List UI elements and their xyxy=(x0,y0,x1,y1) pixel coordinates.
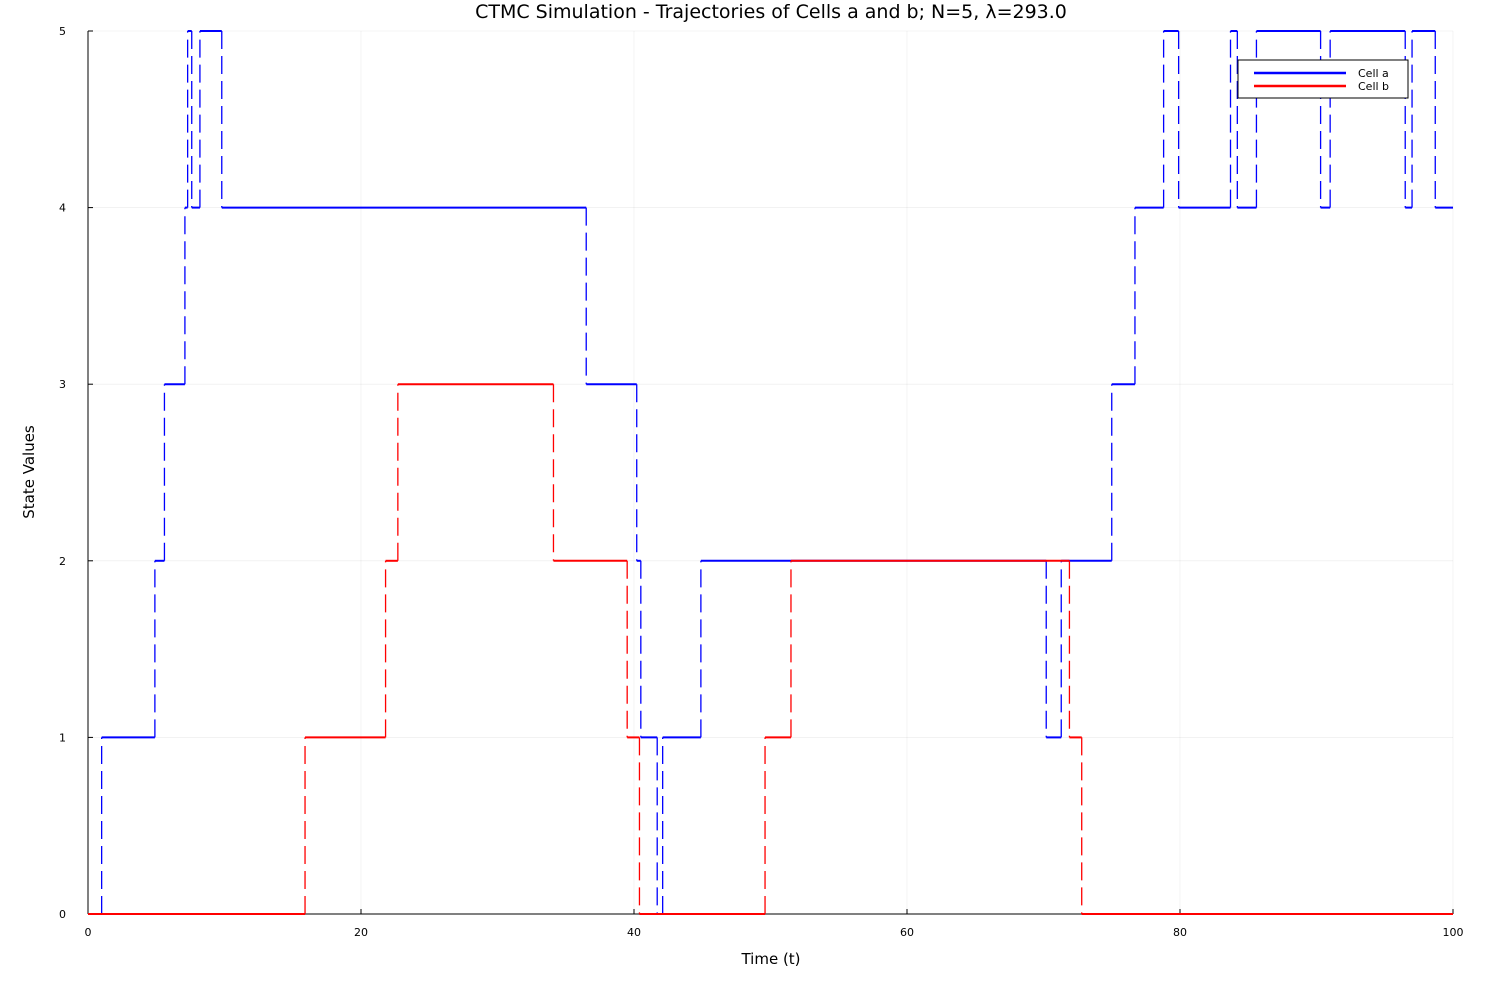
y-tick-label: 4 xyxy=(59,202,66,215)
x-tick-label: 80 xyxy=(1173,926,1187,939)
y-axis-label: State Values xyxy=(20,425,38,519)
x-tick-label: 100 xyxy=(1443,926,1464,939)
legend: Cell a Cell b xyxy=(1237,59,1409,99)
ticks: 0 20 40 60 80 100 0 1 2 3 4 5 xyxy=(59,25,1464,939)
series-cell-b xyxy=(88,383,1453,915)
y-tick-label: 0 xyxy=(59,908,66,921)
series xyxy=(88,30,1453,915)
y-tick-label: 5 xyxy=(59,25,66,38)
y-tick-label: 3 xyxy=(59,378,66,391)
x-axis-label: Time (t) xyxy=(740,950,800,968)
y-tick-label: 2 xyxy=(59,555,66,568)
legend-label-cell-b: Cell b xyxy=(1358,80,1389,93)
x-tick-label: 0 xyxy=(85,926,92,939)
legend-box xyxy=(1237,59,1409,99)
x-tick-label: 60 xyxy=(900,926,914,939)
x-tick-label: 40 xyxy=(627,926,641,939)
y-tick-label: 1 xyxy=(59,731,66,744)
x-tick-label: 20 xyxy=(354,926,368,939)
legend-label-cell-a: Cell a xyxy=(1358,67,1389,80)
chart-title: CTMC Simulation - Trajectories of Cells … xyxy=(475,1,1067,23)
